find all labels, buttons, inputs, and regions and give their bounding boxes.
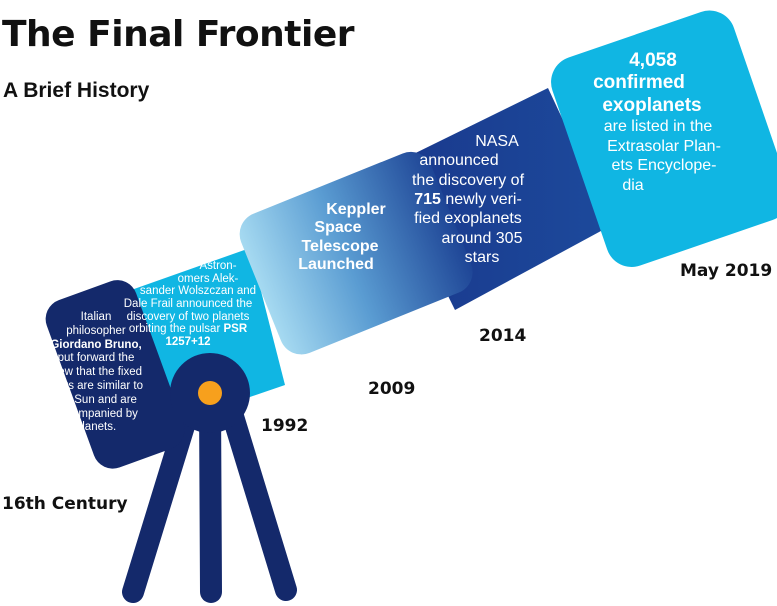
milestone-2009-text: Keppler Space Telescope Launched — [280, 201, 400, 275]
page-subtitle: A Brief History — [3, 79, 150, 102]
date-16th-century: 16th Century — [2, 494, 128, 514]
milestone-line: Telescope — [301, 237, 379, 255]
milestone-line: sander Wolszczan and — [139, 285, 257, 298]
milestone-1992-text: Astron- omers Alek- sander Wolszczan and… — [108, 260, 268, 348]
milestone-line: omers Alek- — [177, 272, 239, 285]
mount-knob — [198, 381, 222, 405]
milestone-line: confirmed — [593, 72, 685, 94]
milestone-line: are listed in the — [603, 118, 713, 136]
milestone-line: ets Encyclope- — [611, 157, 717, 175]
milestone-line: NASA — [475, 133, 519, 150]
page-title: The Final Frontier — [2, 14, 354, 55]
milestone-line: Italian — [80, 311, 112, 323]
milestone-line: orbiting the pulsar PSR — [128, 323, 248, 336]
segment-16th-century — [45, 280, 185, 469]
milestone-line: Astron- — [199, 260, 237, 272]
milestone-line: Dale Frail announced the — [123, 297, 253, 310]
milestone-line: accompanied by — [54, 407, 138, 420]
date-may-2019: May 2019 — [680, 261, 773, 281]
milestone-line: the Sun and are — [55, 393, 137, 406]
milestone-line: exoplanets — [602, 94, 702, 116]
milestone-line: 1257+12 — [165, 335, 211, 348]
milestone-line: Keppler — [326, 201, 386, 218]
milestone-line: around 305 — [441, 229, 523, 247]
milestone-line: fied exoplanets — [414, 210, 522, 228]
milestone-line: stars — [464, 249, 500, 267]
segment-may-2019 — [551, 10, 777, 267]
milestone-line: philosopher — [66, 324, 126, 337]
milestone-line: announced — [419, 152, 499, 170]
milestone-line: dia — [622, 176, 644, 194]
milestone-line: view that the fixed — [49, 366, 143, 379]
milestone-line: the discovery of — [411, 171, 525, 189]
milestone-line: Giordano Bruno, — [50, 338, 142, 351]
milestone-line: stars are similar to — [49, 379, 143, 392]
milestone-line: Extrasolar Plan- — [607, 137, 721, 155]
milestone-line: planets. — [75, 421, 117, 434]
milestone-16th-century-text: Italian philosopher Giordano Bruno, put … — [22, 311, 170, 435]
tripod-right-leg — [217, 389, 297, 601]
milestone-line: discovery of two planets — [126, 310, 250, 323]
date-1992: 1992 — [261, 416, 309, 436]
segment-2009 — [239, 151, 473, 355]
milestone-line: Launched — [298, 256, 374, 274]
date-2014: 2014 — [479, 326, 527, 346]
milestone-line: put forward the — [57, 352, 135, 365]
milestone-line: 4,058 — [629, 50, 677, 71]
milestone-line: 715 newly veri- — [414, 191, 522, 209]
milestone-may-2019-text: 4,058 confirmed exoplanets are listed in… — [568, 50, 738, 195]
milestone-line: Space — [314, 219, 362, 237]
date-2009: 2009 — [368, 379, 416, 399]
milestone-2014-text: NASA announced the discovery of 715 newl… — [398, 132, 538, 268]
